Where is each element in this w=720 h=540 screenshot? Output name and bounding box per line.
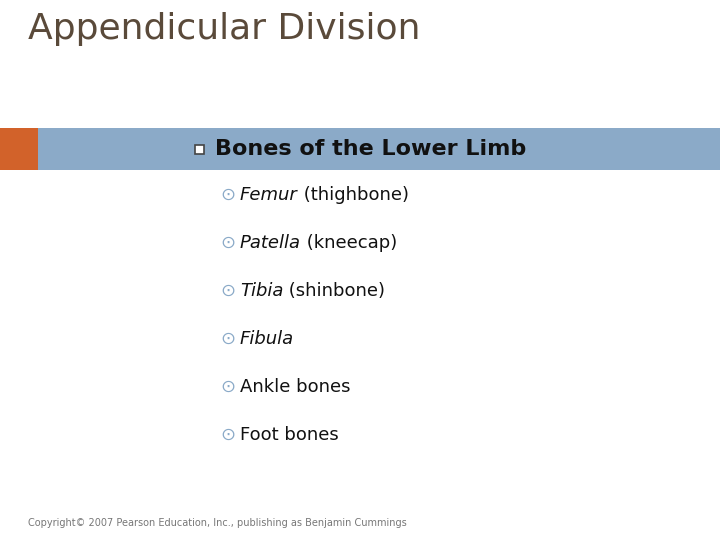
Text: ⊙: ⊙ [220, 378, 235, 396]
Text: ⊙: ⊙ [220, 186, 235, 204]
Text: (thighbone): (thighbone) [298, 186, 409, 204]
Text: (shinbone): (shinbone) [284, 282, 385, 300]
Bar [0, 128, 720, 170]
Text: Ankle bones: Ankle bones [240, 378, 351, 396]
Text: Foot bones: Foot bones [240, 426, 338, 444]
Bar [195, 145, 204, 153]
Text: Femur: Femur [240, 186, 298, 204]
Text: ⊙: ⊙ [220, 330, 235, 348]
Text: Fibula: Fibula [240, 330, 294, 348]
Text: ⊙: ⊙ [220, 234, 235, 252]
Text: Tibia: Tibia [240, 282, 284, 300]
Text: (kneecap): (kneecap) [301, 234, 397, 252]
Text: Patella: Patella [240, 234, 301, 252]
Text: Copyright© 2007 Pearson Education, Inc., publishing as Benjamin Cummings: Copyright© 2007 Pearson Education, Inc.,… [28, 518, 407, 528]
Bar [0, 128, 38, 170]
Text: Appendicular Division: Appendicular Division [28, 12, 420, 46]
Text: ⊙: ⊙ [220, 282, 235, 300]
Text: ⊙: ⊙ [220, 426, 235, 444]
Text: Bones of the Lower Limb: Bones of the Lower Limb [215, 139, 526, 159]
